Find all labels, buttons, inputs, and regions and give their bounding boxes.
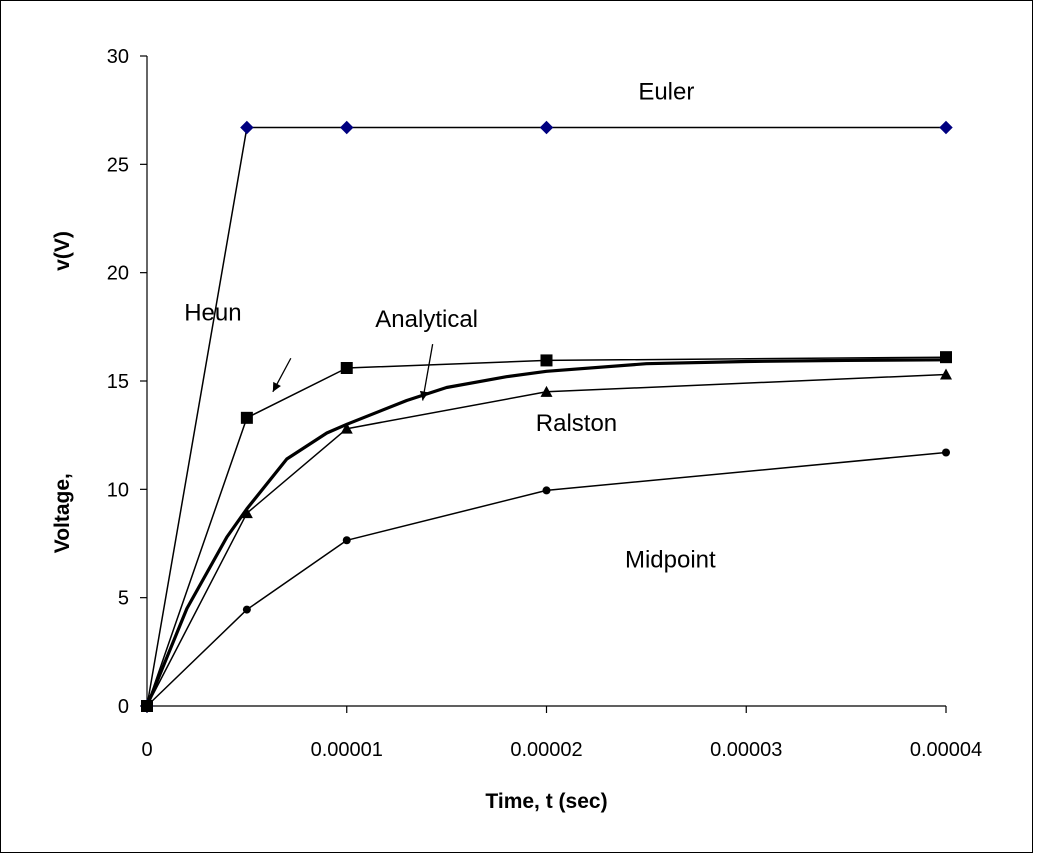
euler-series [140,120,953,713]
triangle-marker [340,422,353,434]
analytical-line [145,358,947,707]
y-tick-label: 10 [107,479,129,501]
x-tick-label: 0.00004 [910,739,982,761]
triangle-marker [940,368,952,380]
diamond-marker [539,120,554,135]
analytical-series [145,358,947,707]
euler-annotation: Euler [638,78,694,105]
plot-axes [146,56,946,707]
arrow-head [272,381,281,392]
annotation-layer: Euler Heun Analytical Ralston Midpoint [184,78,716,573]
y-tick-label: 25 [107,154,129,176]
annotation-arrow [419,344,434,401]
x-tick-label: 0 [141,739,152,761]
y-tick-label: 30 [107,46,129,68]
arrow-shaft [422,344,434,401]
y-ticks: 0 5 10 15 20 25 30 [107,46,147,718]
diamond-marker [340,120,354,135]
y-tick-label: 15 [107,371,129,393]
midpoint-annotation: Midpoint [625,546,716,573]
diamond-marker [939,120,953,135]
x-tick-label: 0.00003 [710,739,782,761]
y-tick-label: 5 [118,588,129,610]
y-axis-title: Voltage, v(V) [51,231,74,553]
y-axis-title-part-2: v(V) [51,231,74,271]
ralston-annotation: Ralston [536,410,617,437]
x-tick-label: 0.00001 [311,739,383,761]
arrow-head [419,390,429,401]
heun-series [141,351,952,712]
analytical-annotation: Analytical [375,306,478,333]
y-tick-label: 0 [118,696,129,718]
circle-marker [342,536,351,545]
series-layer [140,120,953,713]
x-ticks: 0 0.00001 0.00002 0.00003 0.00004 [141,706,982,761]
square-marker [540,354,553,367]
square-marker [240,411,253,424]
circle-marker [143,702,151,710]
square-marker [340,362,353,374]
x-tick-label: 0.00002 [510,739,582,761]
diamond-marker [240,120,254,135]
midpoint-series [143,448,950,710]
triangle-marker [540,385,553,397]
circle-marker [942,448,950,457]
y-axis-title-part-1: Voltage, [51,473,74,553]
annotation-arrow [272,357,292,393]
y-tick-label: 20 [107,263,129,285]
circle-marker [542,486,551,495]
x-axis-title: Time, t (sec) [485,790,607,813]
triangle-marker [240,507,253,519]
circle-marker [242,605,251,614]
heun-annotation: Heun [184,299,241,326]
